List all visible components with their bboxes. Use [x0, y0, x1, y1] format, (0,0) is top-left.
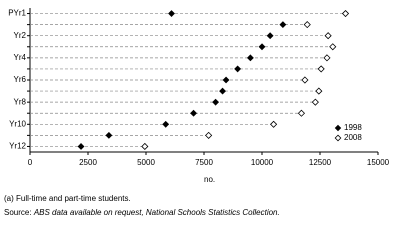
dot-marker [317, 65, 325, 73]
dot-marker [323, 54, 331, 62]
dot-marker [303, 21, 311, 29]
dot-marker [324, 32, 332, 40]
dot-marker [301, 76, 309, 84]
dot-marker [246, 54, 254, 62]
y-tick-label: PYr1 [8, 9, 26, 18]
dot-marker [311, 98, 319, 106]
source: Source: ABS data available on request, N… [4, 208, 280, 217]
dot-marker [270, 120, 278, 128]
x-axis-label: no. [204, 175, 215, 184]
dot-marker [297, 109, 306, 117]
dot-marker [168, 10, 175, 17]
x-tick-label: 15000 [367, 158, 390, 167]
legend-marker [334, 124, 342, 132]
chart: no. (a) Full-time and part-time students… [4, 8, 390, 217]
dot-marker [279, 21, 287, 29]
dot-marker [77, 143, 85, 150]
dot-marker [212, 98, 220, 106]
dot-marker [105, 131, 113, 139]
dot-marker [315, 87, 323, 95]
footnote: (a) Full-time and part-time students. [4, 194, 131, 203]
y-tick-label: Yr6 [14, 75, 27, 84]
y-tick-label: Yr4 [14, 53, 27, 62]
dot-marker [190, 109, 197, 117]
dot-marker [329, 43, 337, 51]
x-tick-label: 5000 [137, 158, 155, 167]
y-tick-label: Yr12 [9, 142, 26, 151]
dot-marker [222, 76, 230, 84]
dot-marker [205, 131, 213, 139]
dot-marker [234, 65, 242, 73]
x-tick-label: 0 [28, 158, 33, 167]
dot-marker [162, 120, 170, 128]
x-tick-label: 7500 [195, 158, 213, 167]
y-tick-label: Yr2 [14, 31, 27, 40]
source-text: ABS data available on request, National … [33, 208, 280, 217]
dot-marker [141, 142, 149, 151]
x-tick-label: 10000 [251, 158, 274, 167]
legend-label: 1998 [344, 123, 362, 132]
x-tick-label: 12500 [309, 158, 332, 167]
y-tick-label: Yr8 [14, 97, 27, 106]
dot-marker [341, 9, 350, 18]
dot-marker [266, 32, 274, 40]
source-label: Source: [4, 208, 32, 217]
y-tick-label: Yr10 [9, 119, 26, 128]
legend-marker [334, 134, 342, 142]
dot-marker [219, 87, 226, 95]
x-tick-label: 2500 [79, 158, 97, 167]
dot-marker [258, 43, 266, 51]
legend-label: 2008 [344, 133, 362, 142]
